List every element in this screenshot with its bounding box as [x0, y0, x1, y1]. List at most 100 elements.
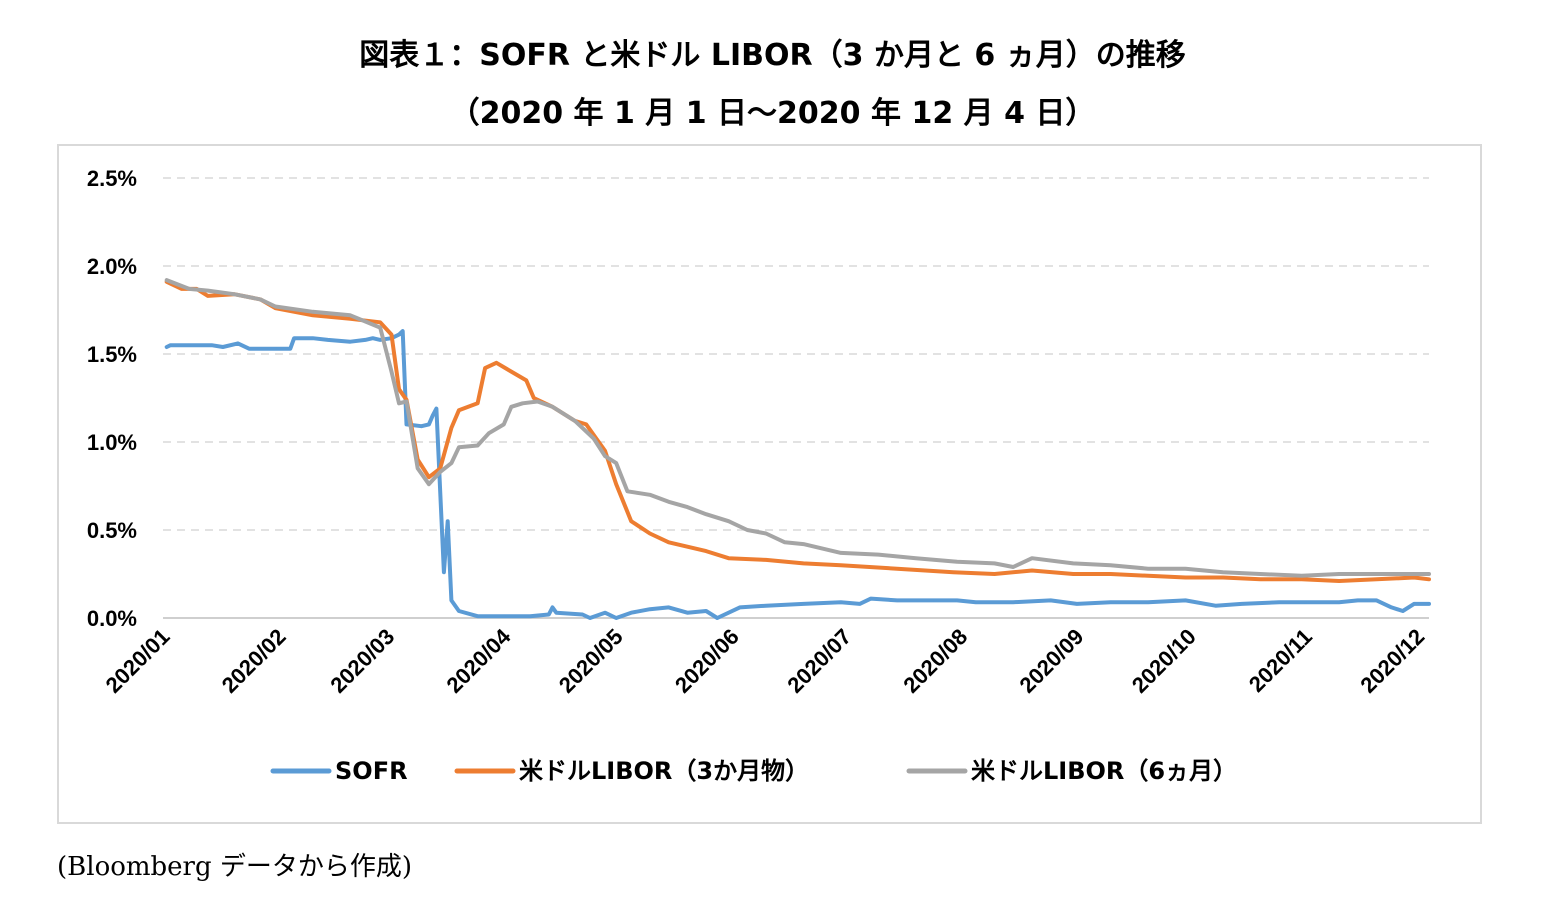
data-point — [509, 370, 513, 374]
x-axis: 2020/01 2020/02 2020/03 2020/04 2020/05 2020/… — [101, 623, 1430, 697]
series-lines — [164, 278, 1431, 620]
legend-label: 米ドルLIBOR（3か月物） — [519, 757, 809, 785]
data-point — [419, 424, 423, 428]
data-point — [1337, 579, 1341, 583]
data-point — [404, 399, 409, 404]
data-point — [311, 313, 315, 317]
data-point — [1221, 575, 1225, 580]
data-point — [397, 333, 401, 337]
data-point — [933, 598, 937, 602]
data-point — [1071, 572, 1075, 576]
data-point — [1109, 563, 1113, 567]
chart-frame: 0.0% 0.5% 1.0% 1.5% 2.0% 2.5% 2020/01 2020/02 2… — [57, 144, 1482, 824]
data-point — [1258, 577, 1262, 581]
data-point — [592, 436, 596, 441]
data-point — [476, 443, 480, 448]
data-point — [442, 570, 446, 574]
y-tick-label: 1.5% — [87, 342, 137, 367]
data-point — [457, 609, 461, 613]
legend: SOFR 米ドルLIBOR（3か月物） 米ドルLIBOR（6ヵ月） — [270, 757, 1237, 785]
data-point — [603, 611, 607, 615]
data-point — [801, 542, 806, 546]
data-point — [206, 289, 210, 293]
data-point — [629, 611, 633, 615]
data-point — [363, 338, 367, 342]
data-point — [457, 408, 461, 412]
data-point — [550, 405, 555, 409]
data-point — [311, 310, 315, 314]
data-point — [524, 378, 528, 382]
data-point — [449, 598, 453, 602]
data-point — [738, 605, 742, 609]
data-point — [573, 419, 577, 423]
data-point — [1375, 572, 1379, 576]
data-point — [869, 597, 873, 601]
data-point — [326, 338, 330, 342]
data-point — [839, 600, 843, 604]
x-tick-label: 2020/01 — [101, 624, 175, 698]
data-point — [348, 317, 352, 321]
data-point — [476, 614, 480, 618]
gridlines — [163, 177, 1429, 619]
data-point — [487, 431, 491, 435]
data-point — [389, 333, 394, 337]
chart-subtitle: （2020 年 1 月 1 日～2020 年 12 月 4 日） — [449, 96, 1096, 131]
data-point — [187, 343, 191, 347]
data-point — [449, 426, 453, 430]
data-point — [273, 347, 277, 351]
x-tick-label: 2020/08 — [898, 624, 972, 698]
legend-label: SOFR — [335, 757, 408, 785]
data-point — [667, 605, 671, 609]
data-point — [457, 445, 461, 449]
data-point — [1213, 604, 1218, 608]
data-point — [416, 466, 420, 470]
data-point — [1303, 600, 1307, 604]
data-point — [483, 366, 487, 370]
data-point — [221, 345, 225, 349]
data-point — [1427, 577, 1431, 581]
data-point — [378, 338, 382, 342]
data-point — [951, 570, 955, 574]
data-point — [1427, 602, 1431, 606]
data-point — [1071, 561, 1075, 565]
x-tick-label: 2020/02 — [217, 624, 291, 698]
data-point — [667, 500, 671, 504]
data-point — [476, 401, 480, 405]
data-point — [584, 422, 588, 426]
data-point — [1277, 600, 1281, 604]
data-point — [1389, 605, 1394, 609]
data-point — [1011, 565, 1015, 569]
data-point — [449, 461, 453, 465]
data-point — [745, 528, 749, 532]
data-point — [494, 361, 498, 365]
data-point — [378, 326, 382, 330]
data-point — [521, 401, 525, 405]
data-point — [547, 612, 551, 617]
x-tick-label: 2020/03 — [325, 624, 399, 698]
data-point — [580, 612, 585, 617]
series-line — [164, 279, 1431, 583]
data-point — [685, 505, 690, 509]
data-point — [955, 598, 959, 602]
data-point — [974, 600, 978, 604]
data-point — [992, 561, 997, 565]
data-point — [1412, 575, 1416, 580]
data-point — [715, 616, 719, 620]
data-point — [895, 598, 899, 602]
data-point — [603, 454, 607, 458]
data-point — [801, 561, 806, 565]
data-point — [502, 614, 506, 618]
data-point — [648, 607, 652, 611]
source-note: (Bloomberg データから作成) — [57, 852, 413, 882]
data-point — [614, 616, 618, 620]
data-point — [667, 540, 671, 544]
data-point — [165, 345, 169, 349]
chart-title: 図表１：SOFR と米ドル LIBOR（3 か月と 6 ヵ月）の推移 — [359, 38, 1186, 73]
data-point — [532, 396, 536, 400]
y-tick-label: 0.5% — [87, 518, 137, 543]
data-point — [427, 475, 431, 479]
data-point — [704, 549, 708, 553]
data-point — [288, 347, 292, 351]
data-point — [1221, 570, 1225, 574]
data-point — [1258, 572, 1262, 576]
